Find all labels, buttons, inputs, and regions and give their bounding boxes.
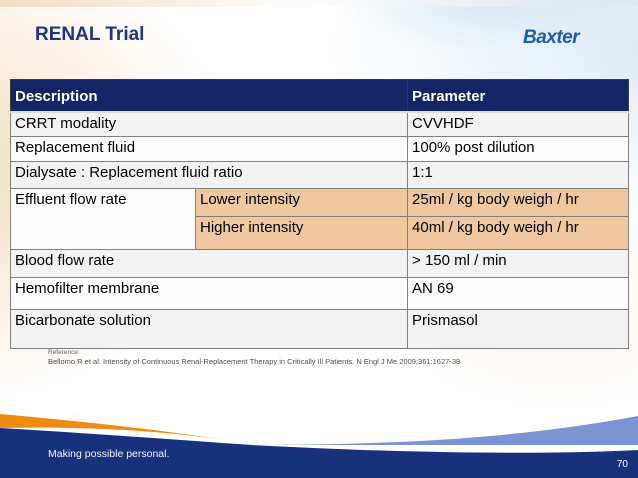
cell-parameter: 40ml / kg body weigh / hr xyxy=(407,216,630,250)
slide-title: RENAL Trial xyxy=(35,24,145,45)
footer-wave-lightblue xyxy=(238,416,638,445)
cell-description: Hemofilter membrane xyxy=(9,277,409,310)
cell-parameter: Prismasol xyxy=(407,309,630,349)
table-row: CRRT modality CVVHDF xyxy=(9,111,630,137)
cell-parameter: > 150 ml / min xyxy=(407,249,630,278)
table-row: Higher intensity 40ml / kg body weigh / … xyxy=(11,216,630,250)
renal-trial-table: Description Parameter CRRT modality CVVH… xyxy=(9,79,630,349)
header-parameter: Parameter xyxy=(407,79,630,113)
cell-description: Replacement fluid xyxy=(9,136,409,162)
cell-parameter: AN 69 xyxy=(407,277,630,310)
header-description: Description xyxy=(9,79,409,113)
reference-label: Reference: xyxy=(48,349,80,356)
cell-description: CRRT modality xyxy=(9,111,409,137)
table-row: Effluent flow rate Lower intensity 25ml … xyxy=(10,188,630,250)
cell-parameter: CVVHDF xyxy=(407,111,630,137)
cell-description: Dialysate : Replacement fluid ratio xyxy=(9,161,409,189)
table-header-row: Description Parameter xyxy=(9,79,630,113)
cell-description: Blood flow rate xyxy=(9,249,409,278)
table-row: Blood flow rate > 150 ml / min xyxy=(9,249,630,278)
cell-parameter: 25ml / kg body weigh / hr xyxy=(407,188,630,217)
table-row: Dialysate : Replacement fluid ratio 1:1 xyxy=(9,161,630,189)
cell-intensity: Higher intensity xyxy=(194,216,409,250)
cell-parameter: 1:1 xyxy=(407,161,630,189)
reference-citation: Bellomo R et al. Intensity of Continuous… xyxy=(48,357,461,366)
top-accent-strip xyxy=(0,0,638,7)
table-row: Replacement fluid 100% post dilution xyxy=(9,136,630,162)
cell-description: Bicarbonate solution xyxy=(9,309,409,349)
cell-intensity: Lower intensity xyxy=(194,188,409,217)
footer-wave-orange xyxy=(0,414,238,442)
table-row: Hemofilter membrane AN 69 xyxy=(9,277,630,310)
reference-block: Reference: Bellomo R et al. Intensity of… xyxy=(48,349,460,366)
footer-wave-navy xyxy=(0,428,638,478)
cell-description: Effluent flow rate xyxy=(10,188,196,250)
baxter-logo: Baxter xyxy=(523,27,580,48)
cell-parameter: 100% post dilution xyxy=(407,136,630,162)
table-row: Bicarbonate solution Prismasol xyxy=(9,309,630,349)
footer-tagline: Making possible personal. xyxy=(48,448,170,460)
footer-wave xyxy=(0,414,638,478)
page-number: 70 xyxy=(616,459,628,470)
